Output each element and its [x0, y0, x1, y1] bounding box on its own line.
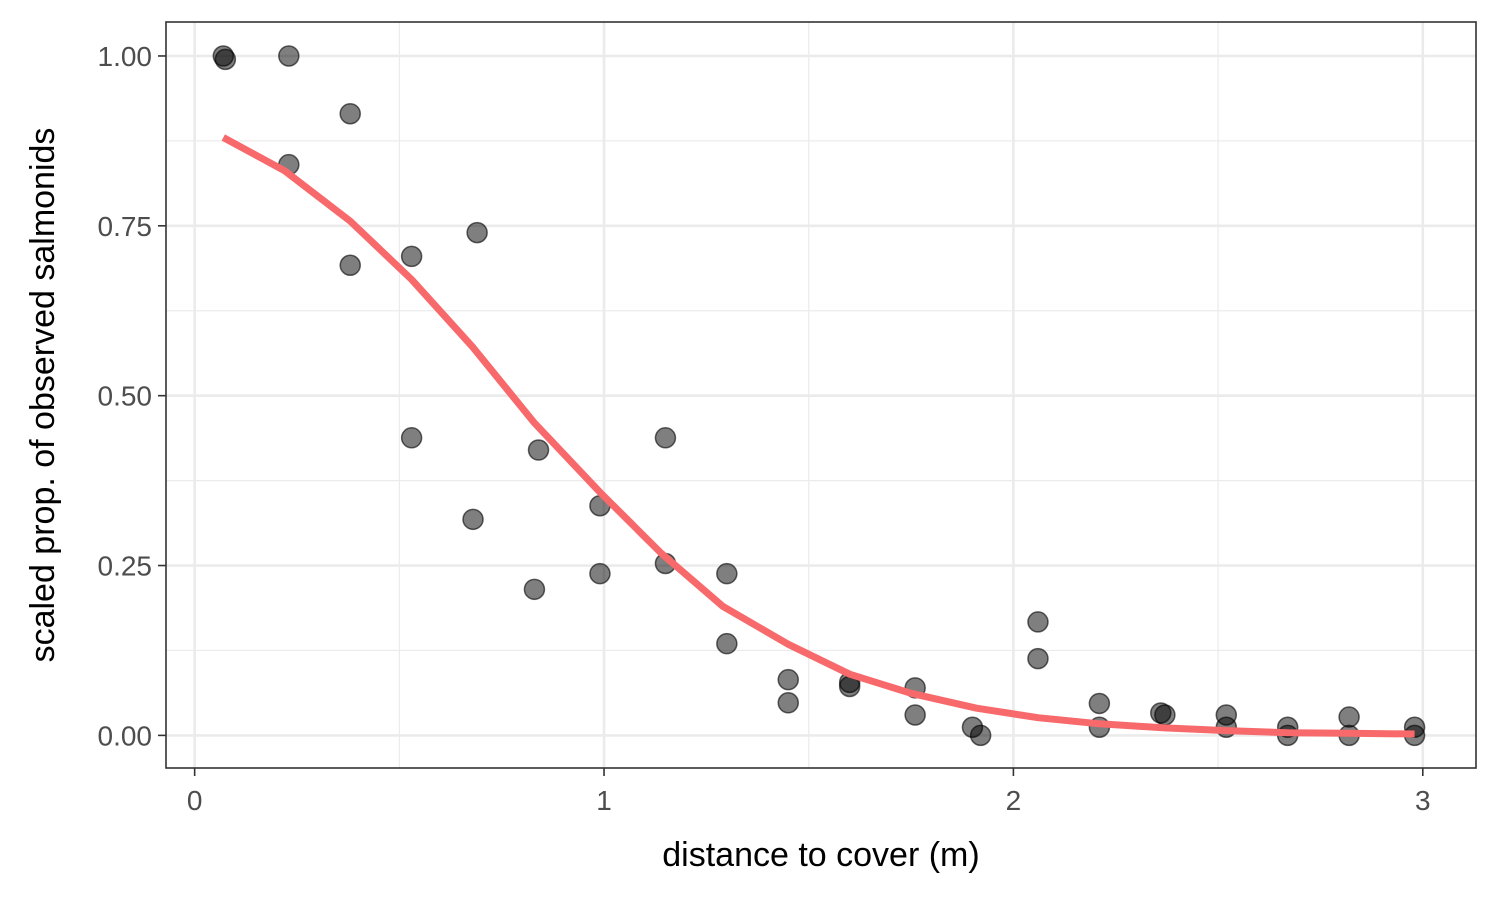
x-tick-label: 0: [187, 785, 203, 816]
x-tick-label: 1: [596, 785, 612, 816]
y-tick-label: 0.75: [98, 211, 153, 242]
fitted-curve: [221, 134, 1415, 738]
y-tick-label: 0.25: [98, 551, 153, 582]
data-point: [969, 724, 992, 747]
data-point: [1154, 704, 1176, 726]
x-tick-label: 3: [1415, 785, 1431, 816]
data-point: [214, 48, 237, 71]
axis-ticks: 0 1 2 3 0.00 0.25 0.50 0.75 1.00: [98, 41, 1431, 816]
y-axis-title: scaled prop. of observed salmonids: [24, 128, 62, 663]
data-point: [1027, 611, 1049, 633]
data-point: [716, 562, 738, 585]
data-point: [1338, 706, 1360, 728]
data-point: [400, 427, 423, 449]
data-point: [654, 427, 677, 449]
data-point: [716, 632, 738, 655]
data-point: [466, 221, 488, 244]
data-point: [1027, 647, 1049, 670]
data-point: [589, 562, 611, 585]
data-point: [777, 692, 799, 714]
data-point: [278, 45, 300, 67]
data-point: [904, 704, 926, 726]
data-point: [777, 668, 799, 691]
y-tick-label: 1.00: [98, 41, 153, 72]
x-axis-title: distance to cover (m): [662, 836, 979, 874]
data-point: [339, 254, 361, 276]
data-point: [400, 245, 423, 268]
y-tick-label: 0.00: [98, 720, 153, 751]
data-point: [523, 578, 546, 601]
data-point: [1088, 692, 1111, 715]
data-point: [339, 102, 361, 125]
major-grid: [166, 22, 1476, 768]
y-tick-label: 0.50: [98, 381, 153, 412]
data-point: [527, 439, 550, 461]
data-marks: [212, 45, 1426, 747]
data-point: [462, 508, 484, 531]
x-tick-label: 2: [1006, 785, 1022, 816]
